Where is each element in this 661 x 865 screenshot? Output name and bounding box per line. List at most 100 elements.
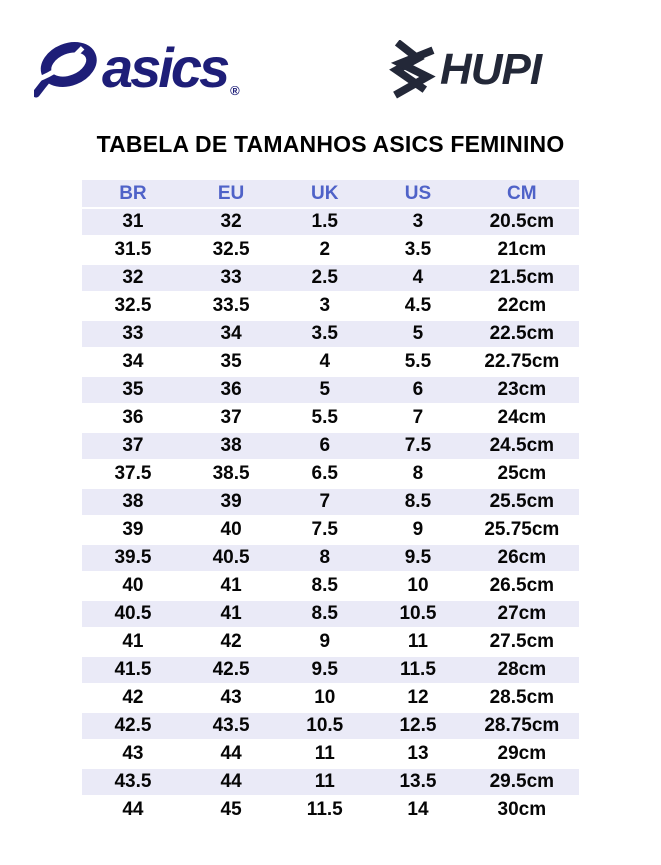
size-cell: 5 [371,320,465,349]
size-cell: 40.5 [82,600,184,629]
size-cell: 7 [278,488,372,517]
size-cell: 4.5 [371,292,465,321]
size-cell: 4 [371,264,465,293]
size-cell: 6 [278,432,372,461]
size-cell: 39.5 [82,544,184,573]
size-cell: 28.75cm [464,712,579,741]
size-cell: 32.5 [183,236,279,265]
asics-logo: asics ® [34,30,240,106]
size-cell: 35 [183,348,279,377]
size-table: BR EU UK US CM 31 32 1.5 3 20.5cm 31.5 32.5 2 3.5 21c… [82,180,579,825]
size-cell: 28cm [464,656,579,685]
size-cell: 44 [183,768,279,797]
size-cell: 42 [82,684,184,713]
size-cell: 11 [278,740,372,769]
size-cell: 45 [183,796,279,825]
size-cell: 31.5 [82,236,184,265]
hupi-logo: HUPI [386,40,542,100]
size-cell: 42.5 [183,656,279,685]
table-row: 42.5 43.5 10.5 12.5 28.75cm [82,712,579,741]
size-cell: 11 [371,628,465,657]
size-cell: 14 [371,796,465,825]
size-cell: 26cm [464,544,579,573]
table-row: 41 42 9 11 27.5cm [82,628,579,657]
size-cell: 8 [278,544,372,573]
size-cell: 13 [371,740,465,769]
size-cell: 3 [278,292,372,321]
table-row: 36 37 5.5 7 24cm [82,404,579,433]
size-cell: 8.5 [278,572,372,601]
size-cell: 20.5cm [464,208,579,237]
size-cell: 9 [278,628,372,657]
size-cell: 37 [183,404,279,433]
size-cell: 43 [183,684,279,713]
table-row: 40 41 8.5 10 26.5cm [82,572,579,601]
size-cell: 9.5 [278,656,372,685]
size-cell: 43.5 [82,768,184,797]
size-cell: 43 [82,740,184,769]
table-row: 39 40 7.5 9 25.75cm [82,516,579,545]
size-cell: 44 [82,796,184,825]
size-cell: 22cm [464,292,579,321]
table-row: 34 35 4 5.5 22.75cm [82,348,579,377]
size-cell: 34 [82,348,184,377]
size-cell: 39 [183,488,279,517]
size-cell: 10 [278,684,372,713]
size-cell: 34 [183,320,279,349]
size-cell: 32 [82,264,184,293]
size-cell: 9 [371,516,465,545]
asics-wordmark: asics [102,36,230,99]
column-header-br: BR [82,180,184,209]
size-cell: 44 [183,740,279,769]
size-cell: 35 [82,376,184,405]
size-cell: 7 [371,404,465,433]
table-row: 42 43 10 12 28.5cm [82,684,579,713]
size-cell: 10 [371,572,465,601]
page-title: TABELA DE TAMANHOS ASICS FEMININO [96,131,565,157]
column-header-uk: UK [278,180,372,209]
size-cell: 3.5 [278,320,372,349]
size-cell: 37.5 [82,460,184,489]
size-cell: 36 [82,404,184,433]
size-cell: 43.5 [183,712,279,741]
size-cell: 12 [371,684,465,713]
size-cell: 25cm [464,460,579,489]
size-cell: 42.5 [82,712,184,741]
size-table-body: 31 32 1.5 3 20.5cm 31.5 32.5 2 3.5 21cm 32 33 2.5 4 21… [82,208,579,825]
size-cell: 6 [371,376,465,405]
table-header-row: BR EU UK US CM [82,180,579,209]
size-cell: 11.5 [371,656,465,685]
table-row: 43.5 44 11 13.5 29.5cm [82,768,579,797]
size-cell: 41 [82,628,184,657]
column-header-cm: CM [464,180,579,209]
size-cell: 24.5cm [464,432,579,461]
size-cell: 21.5cm [464,264,579,293]
size-cell: 25.75cm [464,516,579,545]
size-cell: 37 [82,432,184,461]
size-cell: 40.5 [183,544,279,573]
size-cell: 12.5 [371,712,465,741]
size-cell: 24cm [464,404,579,433]
table-row: 41.5 42.5 9.5 11.5 28cm [82,656,579,685]
table-row: 38 39 7 8.5 25.5cm [82,488,579,517]
size-cell: 11 [278,768,372,797]
size-cell: 3.5 [371,236,465,265]
table-row: 43 44 11 13 29cm [82,740,579,769]
size-cell: 29cm [464,740,579,769]
size-cell: 30cm [464,796,579,825]
size-cell: 2 [278,236,372,265]
table-row: 32 33 2.5 4 21.5cm [82,264,579,293]
size-cell: 8.5 [371,488,465,517]
size-cell: 27cm [464,600,579,629]
size-cell: 8 [371,460,465,489]
hupi-wordmark: HUPI [440,45,542,94]
table-row: 40.5 41 8.5 10.5 27cm [82,600,579,629]
size-cell: 3 [371,208,465,237]
column-header-eu: EU [183,180,279,209]
size-cell: 8.5 [278,600,372,629]
size-cell: 25.5cm [464,488,579,517]
size-cell: 36 [183,376,279,405]
hupi-knot-icon [389,40,436,99]
table-row: 37.5 38.5 6.5 8 25cm [82,460,579,489]
